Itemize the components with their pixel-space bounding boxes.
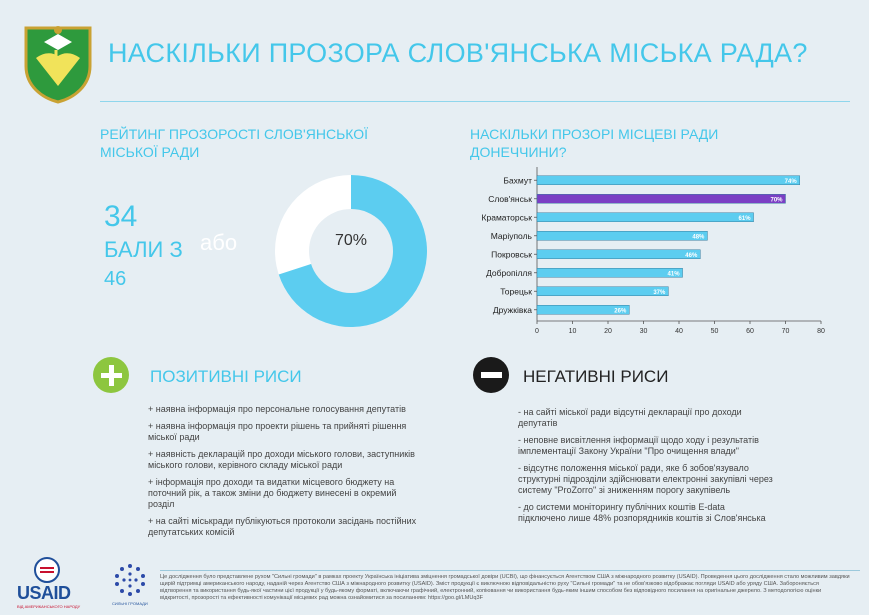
x-tick-label: 50 [711, 328, 719, 335]
x-tick-label: 10 [569, 328, 577, 335]
or-word: або [200, 230, 238, 255]
positive-item: + наявність декларацій про доходи місько… [148, 449, 415, 470]
bar [536, 268, 683, 278]
x-tick-label: 20 [604, 328, 612, 335]
bar [536, 305, 630, 315]
header-divider [100, 101, 850, 102]
category-label: Покровськ [491, 249, 532, 259]
bar-value-label: 26% [614, 308, 627, 314]
negative-item: - неповне висвітлення інформації щодо хо… [518, 435, 759, 456]
x-tick-label: 30 [640, 328, 648, 335]
usaid-seal-icon [34, 557, 60, 583]
x-tick-label: 70 [782, 328, 790, 335]
footer-divider [160, 570, 860, 571]
bar-value-label: 61% [739, 216, 752, 222]
bar-value-label: 70% [770, 197, 783, 203]
positive-item: + інформація про доходи та видатки місце… [148, 477, 397, 509]
rating-score: 34 [104, 200, 138, 233]
positive-list: + наявна інформація про персональне голо… [148, 404, 423, 544]
bar-value-label: 48% [692, 234, 705, 240]
footer-disclaimer: Це дослідження було представлене рухом "… [160, 574, 850, 601]
comparison-title: НАСКІЛЬКИ ПРОЗОРІ МІСЦЕВІ РАДИ ДОНЕЧЧИНИ… [470, 125, 718, 161]
positive-item: + наявна інформація про персональне голо… [148, 404, 406, 414]
negative-item: - до системи моніторингу публічних кошті… [518, 502, 766, 523]
bar [536, 194, 786, 204]
positive-item: + наявна інформація про проекти рішень т… [148, 421, 407, 442]
category-label: Краматорськ [482, 212, 533, 222]
city-coat-of-arms [24, 26, 92, 104]
positive-title: ПОЗИТИВНІ РИСИ [150, 367, 302, 386]
bar [536, 249, 701, 259]
bar [536, 212, 754, 222]
negative-title: НЕГАТИВНІ РИСИ [523, 367, 669, 386]
bar [536, 175, 800, 185]
usaid-tagline: ВІД АМЕРИКАНСЬКОГО НАРОДУ [17, 604, 81, 609]
donut-hole [309, 209, 393, 293]
category-label: Добропілля [486, 268, 532, 278]
category-label: Слов'янськ [488, 194, 532, 204]
rating-title-line2: МІСЬКОЇ РАДИ [100, 144, 200, 160]
rating-bal-label: БАЛИ З [104, 237, 183, 262]
rating-title-line1: РЕЙТИНГ ПРОЗОРОСТІ СЛОВ'ЯНСЬКОЇ [100, 126, 369, 142]
category-label: Торецьк [500, 286, 532, 296]
rating-donut-chart [275, 175, 427, 327]
bar-value-label: 74% [785, 179, 798, 185]
category-label: Бахмут [503, 175, 532, 185]
strong-communities-label: СИЛЬНІ ГРОМАДИ [112, 601, 148, 606]
bar-value-label: 41% [668, 271, 681, 277]
bar-value-label: 37% [653, 290, 666, 296]
bar [536, 286, 669, 296]
councils-bar-chart: 0 10 20 30 40 50 60 70 80 Бахмут 74% Слов'янськ 70% К… [482, 167, 825, 335]
x-tick-label: 60 [746, 328, 754, 335]
x-tick-label: 80 [817, 328, 825, 335]
bar-value-label: 46% [685, 253, 698, 259]
negative-item: - відсутнє положення міської ради, яке б… [518, 463, 773, 495]
page-title: НАСКІЛЬКИ ПРОЗОРА СЛОВ'ЯНСЬКА МІСЬКА РАД… [108, 38, 808, 68]
strong-communities-logo-icon [115, 564, 145, 596]
x-tick-label: 40 [675, 328, 683, 335]
donut-percent-label: 70% [334, 232, 368, 249]
rating-title: РЕЙТИНГ ПРОЗОРОСТІ СЛОВ'ЯНСЬКОЇ МІСЬКОЇ … [100, 125, 368, 161]
category-label: Маріуполь [491, 231, 533, 241]
usaid-logo-text: USAID [17, 583, 71, 603]
negative-item: - на сайті міської ради відсутні деклара… [518, 407, 742, 428]
minus-icon [473, 357, 509, 393]
plus-icon [93, 357, 129, 393]
x-tick-label: 0 [535, 328, 539, 335]
category-label: Дружківка [493, 305, 532, 315]
comparison-title-line1: НАСКІЛЬКИ ПРОЗОРІ МІСЦЕВІ РАДИ [470, 126, 719, 142]
comparison-title-line2: ДОНЕЧЧИНИ? [470, 144, 567, 160]
positive-item: + на сайті міськради публікуються проток… [148, 516, 417, 537]
bar [536, 231, 708, 241]
rating-max: 46 [104, 268, 127, 290]
negative-list: - на сайті міської ради відсутні деклара… [518, 407, 773, 530]
